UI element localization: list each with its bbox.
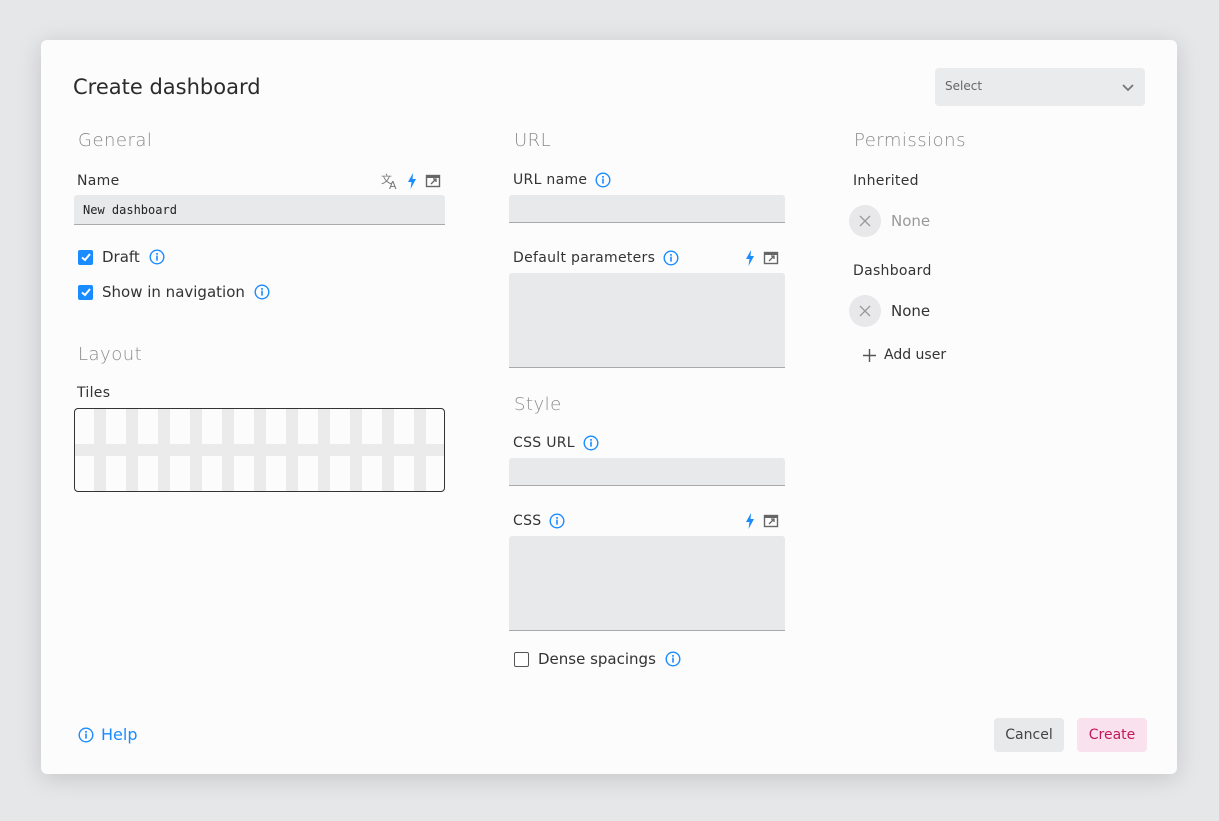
help-label: Help — [101, 725, 138, 744]
tiles-grid[interactable] — [74, 408, 445, 492]
show-in-navigation-label: Show in navigation — [102, 283, 245, 301]
tiles-column-gap — [126, 409, 138, 491]
info-icon — [78, 727, 94, 743]
css-label: CSS — [513, 513, 565, 529]
name-input[interactable]: New dashboard — [74, 195, 445, 225]
tiles-column-gap — [222, 409, 234, 491]
add-user-button[interactable]: Add user — [863, 347, 946, 363]
show-in-navigation-row[interactable]: Show in navigation — [78, 283, 270, 301]
permissions-heading: Permissions — [854, 130, 966, 151]
svg-text:A: A — [389, 179, 397, 190]
url-name-label-text: URL name — [513, 172, 588, 188]
add-user-label: Add user — [884, 347, 947, 363]
tiles-column-gap — [286, 409, 298, 491]
draft-checkbox[interactable] — [78, 249, 93, 265]
info-icon[interactable] — [595, 172, 611, 188]
tiles-column-gap — [414, 409, 426, 491]
draft-checkbox-row[interactable]: Draft — [78, 248, 165, 266]
layout-heading: Layout — [78, 344, 143, 365]
css-textarea[interactable] — [509, 536, 785, 631]
help-link[interactable]: Help — [78, 725, 137, 744]
css-url-label: CSS URL — [513, 435, 599, 451]
avatar — [849, 295, 881, 327]
lightning-icon[interactable] — [745, 513, 755, 529]
tiles-column-gap — [94, 409, 106, 491]
inherited-value: None — [891, 212, 931, 230]
style-heading: Style — [514, 394, 562, 415]
tiles-column-gap — [350, 409, 362, 491]
tiles-column-gap — [254, 409, 266, 491]
url-heading: URL — [514, 130, 552, 151]
dashboard-value: None — [891, 302, 931, 320]
info-icon[interactable] — [549, 513, 565, 529]
name-label: Name — [77, 173, 120, 189]
tiles-column-gap — [382, 409, 394, 491]
expand-editor-icon[interactable] — [425, 173, 441, 189]
lightning-icon[interactable] — [745, 250, 755, 266]
info-icon[interactable] — [583, 435, 599, 451]
create-button[interactable]: Create — [1077, 718, 1147, 752]
css-label-text: CSS — [513, 513, 542, 529]
info-icon[interactable] — [663, 250, 679, 266]
dashboard-user: None — [849, 295, 930, 327]
dialog-title: Create dashboard — [73, 75, 261, 99]
select-placeholder: Select — [945, 79, 983, 93]
tiles-column-gap — [318, 409, 330, 491]
chevron-down-icon — [1122, 84, 1134, 92]
show-in-navigation-checkbox[interactable] — [78, 284, 93, 300]
info-icon[interactable] — [665, 651, 681, 667]
inherited-label: Inherited — [853, 173, 919, 189]
css-url-label-text: CSS URL — [513, 435, 575, 451]
avatar — [849, 205, 881, 237]
dashboard-label: Dashboard — [853, 263, 932, 279]
expand-editor-icon[interactable] — [763, 513, 779, 529]
css-url-input[interactable] — [509, 458, 785, 486]
dense-spacings-checkbox[interactable] — [514, 651, 529, 667]
translate-icon[interactable]: 文A — [381, 172, 399, 190]
url-name-input[interactable] — [509, 195, 785, 223]
inherited-user: None — [849, 205, 930, 237]
plus-icon — [863, 348, 876, 362]
url-name-label: URL name — [513, 172, 611, 188]
expand-editor-icon[interactable] — [763, 250, 779, 266]
lightning-icon[interactable] — [407, 173, 417, 189]
info-icon[interactable] — [254, 284, 270, 300]
default-parameters-textarea[interactable] — [509, 273, 785, 368]
select-dropdown[interactable]: Select — [935, 68, 1145, 106]
close-icon — [858, 214, 872, 228]
svg-text:文: 文 — [381, 172, 392, 186]
dense-spacings-label: Dense spacings — [538, 650, 656, 668]
cancel-button[interactable]: Cancel — [994, 718, 1064, 752]
tiles-label: Tiles — [77, 385, 111, 401]
tiles-column-gap — [190, 409, 202, 491]
default-parameters-label: Default parameters — [513, 250, 679, 266]
tiles-column-gap — [158, 409, 170, 491]
info-icon[interactable] — [149, 249, 165, 265]
dense-spacings-row[interactable]: Dense spacings — [514, 650, 681, 668]
default-parameters-label-text: Default parameters — [513, 250, 656, 266]
draft-label: Draft — [102, 248, 140, 266]
close-icon[interactable] — [858, 304, 872, 318]
general-heading: General — [78, 130, 153, 151]
